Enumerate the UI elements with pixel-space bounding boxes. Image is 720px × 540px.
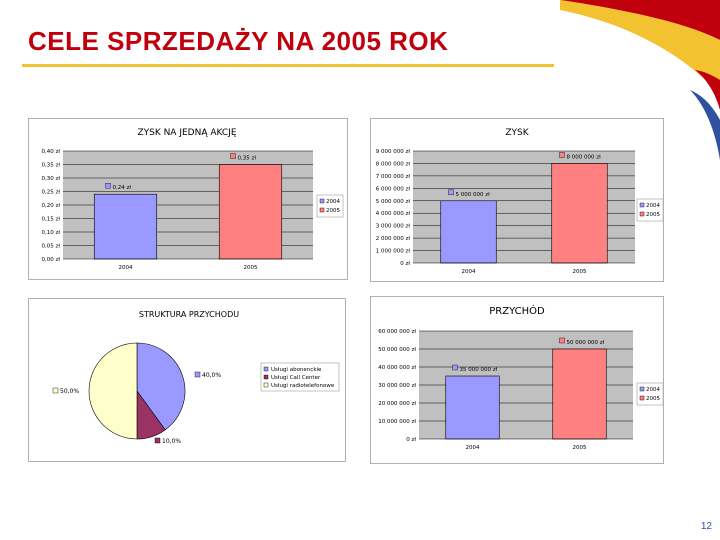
legend-label: 2004 [646,203,660,209]
pie-data-label: 50,0% [60,388,79,395]
bar-2004 [93,193,158,260]
legend-swatch [639,395,645,401]
pie-slice [136,342,186,431]
legend-swatch [263,366,269,372]
legend-label: 2005 [326,208,340,214]
data-label-key [105,182,111,189]
y-tick-label: 9 000 000 zł [376,149,411,155]
y-tick-label: 0,00 zł [42,257,61,263]
revenue-structure-title: STRUKTURA PRZYCHODU [139,310,239,319]
legend-label: Usługi Call Center [271,375,321,381]
x-tick-label: 2005 [573,445,587,451]
x-tick-label: 2004 [119,265,133,271]
data-label-key [452,364,458,371]
y-tick-label: 0,40 zł [42,149,61,155]
y-tick-label: 8 000 000 zł [376,161,411,167]
legend-label: 2005 [646,396,660,402]
legend-swatch [639,386,645,392]
title-underline [22,64,554,67]
pie-slice [88,342,138,440]
y-tick-label: 40 000 000 zł [378,365,416,371]
x-tick-label: 2005 [244,265,258,271]
data-label: 5 000 000 zł [456,192,491,198]
y-tick-label: 0,15 zł [42,217,61,223]
pie-data-label: 10,0% [162,438,181,445]
data-label-key [559,337,565,344]
legend-label: 2005 [646,212,660,218]
pie-label-key [194,371,201,378]
y-tick-label: 0,10 zł [42,230,61,236]
legend-swatch [639,211,645,217]
pie-label-key [52,387,59,394]
legend-label: Usługi radiotelefonowe [271,383,335,389]
y-tick-label: 2 000 000 zł [376,236,411,242]
y-tick-label: 4 000 000 zł [376,211,411,217]
page-number: 12 [700,521,712,532]
profit-chart-title: ZYSK [505,128,529,138]
revenue-chart-title: PRZYCHÓD [489,304,545,317]
y-tick-label: 0,30 zł [42,176,61,182]
legend-swatch [319,198,325,204]
x-tick-label: 2005 [573,269,587,275]
revenue-chart: PRZYCHÓD 0 zł 10 000 000 zł 20 000 000 zł 3… [378,304,663,451]
y-tick-label: 0,20 zł [42,203,61,209]
data-label: 35 000 000 zł [460,367,498,373]
y-tick-label: 6 000 000 zł [376,186,411,192]
bar-2004 [440,200,497,264]
y-tick-label: 0,35 zł [42,163,61,169]
y-tick-label: 5 000 000 zł [376,199,411,205]
revenue-structure-chart: STRUKTURA PRZYCHODU 40,0% 10,0% 50,0% Usłu… [52,310,340,445]
y-tick-label: 1 000 000 zł [376,249,411,255]
legend-swatch [319,207,325,213]
y-tick-label: 7 000 000 zł [376,174,411,180]
y-tick-label: 3 000 000 zł [376,224,411,230]
pie-data-label: 40,0% [202,372,221,379]
eps-chart-panel: ZYSK NA JEDNĄ AKCJĘ 0,00 zł 0,05 zł 0,10 z… [28,118,348,280]
legend-swatch [263,374,269,380]
y-tick-label: 0,25 zł [42,190,61,196]
y-tick-label: 20 000 000 zł [378,401,416,407]
legend-label: Usługi abonenckie [271,367,322,373]
slide-title: CELE SPRZEDAŻY NA 2005 ROK [28,26,449,56]
data-label-key [448,189,454,195]
y-tick-label: 60 000 000 zł [378,329,416,335]
revenue-chart-panel: PRZYCHÓD 0 zł 10 000 000 zł 20 000 000 zł 3… [370,296,664,464]
y-tick-label: 50 000 000 zł [378,347,416,353]
y-tick-label: 0 zł [406,437,416,443]
revenue-structure-panel: STRUKTURA PRZYCHODU 40,0% 10,0% 50,0% Usłu… [28,298,346,462]
bar-2004 [445,375,500,440]
data-label: 0,35 zł [238,156,257,162]
legend-box [260,362,340,392]
data-label-key [559,152,565,158]
data-label: 0,24 zł [113,185,132,191]
bar-2005 [218,164,283,260]
y-tick-label: 30 000 000 zł [378,383,416,389]
legend-label: 2004 [326,199,340,205]
pie-label-key [154,437,161,444]
data-label: 8 000 000 zł [567,154,602,160]
x-tick-label: 2004 [462,269,476,275]
y-tick-label: 0,05 zł [42,244,61,250]
legend-swatch [263,382,269,388]
legend-swatch [639,202,645,208]
y-tick-label: 10 000 000 zł [378,419,416,425]
eps-chart-title: ZYSK NA JEDNĄ AKCJĘ [137,128,236,138]
eps-chart: ZYSK NA JEDNĄ AKCJĘ 0,00 zł 0,05 zł 0,10 z… [42,128,344,271]
legend-label: 2004 [646,387,660,393]
data-label: 50 000 000 zł [567,340,605,346]
bar-2005 [551,163,608,264]
profit-chart: ZYSK 0 zł 1 000 000 zł 2 000 000 zł 3 000 0… [376,128,663,275]
corner-decoration [560,0,720,160]
data-label-key [230,153,236,159]
bar-2005 [552,348,607,440]
profit-chart-panel: ZYSK 0 zł 1 000 000 zł 2 000 000 zł 3 000 0… [370,118,664,282]
y-tick-label: 0 zł [400,261,410,267]
x-tick-label: 2004 [466,445,480,451]
